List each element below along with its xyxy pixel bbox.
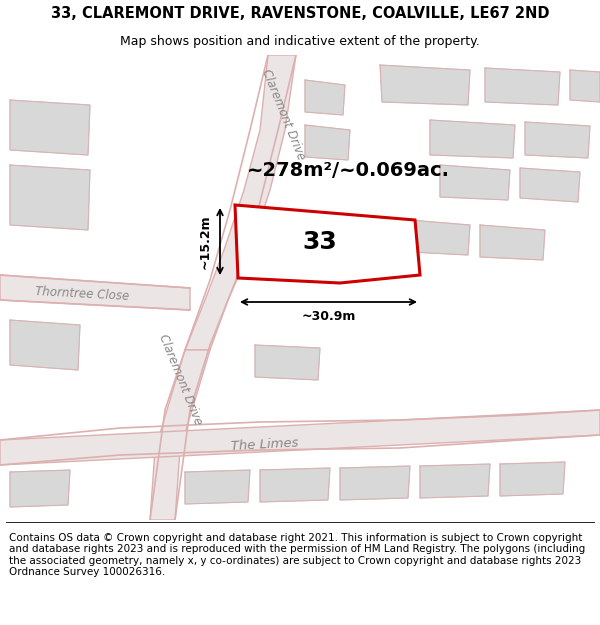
Polygon shape: [185, 55, 296, 350]
Polygon shape: [525, 122, 590, 158]
Text: 33: 33: [302, 230, 337, 254]
Polygon shape: [430, 120, 515, 158]
Polygon shape: [0, 275, 190, 310]
Polygon shape: [150, 350, 210, 520]
Polygon shape: [480, 225, 545, 260]
Text: Contains OS data © Crown copyright and database right 2021. This information is : Contains OS data © Crown copyright and d…: [9, 532, 585, 578]
Polygon shape: [0, 410, 600, 465]
Polygon shape: [570, 70, 600, 102]
Text: ~278m²/~0.069ac.: ~278m²/~0.069ac.: [247, 161, 450, 179]
Polygon shape: [10, 165, 90, 230]
Polygon shape: [380, 65, 470, 105]
Polygon shape: [420, 464, 490, 498]
Polygon shape: [520, 168, 580, 202]
Text: The Limes: The Limes: [231, 437, 299, 453]
Polygon shape: [10, 320, 80, 370]
Text: Claremont Drive: Claremont Drive: [156, 332, 204, 428]
Polygon shape: [485, 68, 560, 105]
Polygon shape: [10, 100, 90, 155]
Text: Map shows position and indicative extent of the property.: Map shows position and indicative extent…: [120, 35, 480, 48]
Polygon shape: [340, 466, 410, 500]
Polygon shape: [10, 470, 70, 507]
Text: 33, CLAREMONT DRIVE, RAVENSTONE, COALVILLE, LE67 2ND: 33, CLAREMONT DRIVE, RAVENSTONE, COALVIL…: [51, 6, 549, 21]
Text: ~15.2m: ~15.2m: [199, 214, 212, 269]
Text: ~30.9m: ~30.9m: [301, 309, 356, 322]
Polygon shape: [410, 220, 470, 255]
Polygon shape: [305, 80, 345, 115]
Polygon shape: [235, 205, 420, 283]
Polygon shape: [260, 468, 330, 502]
Polygon shape: [255, 345, 320, 380]
Polygon shape: [305, 125, 350, 160]
Polygon shape: [500, 462, 565, 496]
Polygon shape: [440, 165, 510, 200]
Text: Claremont Drive: Claremont Drive: [259, 68, 307, 162]
Text: Thorntree Close: Thorntree Close: [35, 285, 130, 303]
Polygon shape: [185, 470, 250, 504]
